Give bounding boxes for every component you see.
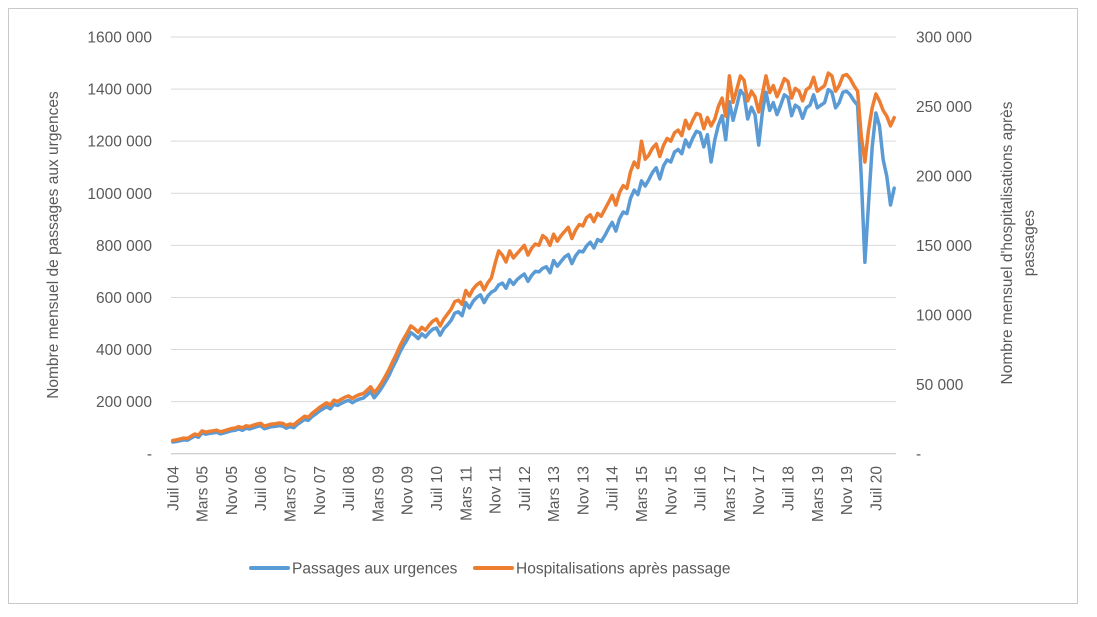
y-left-tick-label: 200 000 [96, 394, 152, 411]
y-right-tick-label: - [916, 446, 921, 463]
x-tick-label: Juil 12 [517, 466, 534, 511]
y-left-tick-label: 1400 000 [87, 82, 152, 99]
x-tick-label: Mars 07 [283, 466, 300, 522]
x-tick-label: Juil 14 [605, 466, 622, 511]
x-tick-label: Nov 19 [839, 466, 856, 515]
y-axis-left-ticks: - 200 000 400 000 600 000 800 000 1000 000 120… [87, 30, 152, 464]
y-left-tick-label: 1600 000 [87, 30, 152, 47]
x-tick-label: Mars 17 [722, 466, 739, 522]
x-tick-label: Juil 20 [868, 466, 885, 511]
x-tick-label: Juil 16 [693, 466, 710, 511]
x-tick-label: Nov 09 [400, 466, 417, 515]
series-passages-urgences-line [171, 87, 896, 444]
x-tick-label: Juil 06 [253, 466, 270, 511]
y-axis-left-title: Nombre mensuel de passages aux urgences [45, 91, 62, 399]
x-tick-label: Mars 05 [195, 466, 212, 522]
x-tick-label: Juil 04 [165, 466, 182, 511]
y-right-tick-label: 300 000 [916, 30, 972, 47]
y-axis-right-title-line1: Nombre mensuel d'hospitalisations après [999, 101, 1016, 384]
x-tick-label: Nov 07 [312, 466, 329, 515]
x-tick-label: Juil 18 [780, 466, 797, 511]
legend: Passages aux urgences Hospitalisations a… [249, 561, 731, 578]
x-tick-label: Juil 08 [341, 466, 358, 511]
gridlines [171, 36, 896, 403]
x-tick-label: Nov 13 [575, 466, 592, 515]
y-axis-right-title-line2: passages [1021, 210, 1038, 277]
y-left-tick-label: 1200 000 [87, 134, 152, 151]
x-tick-label: Nov 05 [224, 466, 241, 515]
x-tick-label: Mars 15 [634, 466, 651, 522]
legend-label-passages: Passages aux urgences [292, 561, 458, 578]
x-tick-label: Juil 10 [429, 466, 446, 511]
y-right-tick-label: 50 000 [916, 377, 964, 394]
y-left-tick-label: - [147, 446, 152, 463]
y-right-tick-label: 150 000 [916, 238, 972, 255]
x-tick-label: Nov 11 [488, 466, 505, 514]
y-axis-right-ticks: - 50 000 100 000 150 000 200 000 250 000 300 0… [916, 30, 972, 464]
x-tick-label: Mars 11 [458, 466, 475, 521]
legend-label-hospitalisations: Hospitalisations après passage [516, 561, 731, 578]
y-left-tick-label: 600 000 [96, 290, 152, 307]
y-left-tick-label: 800 000 [96, 238, 152, 255]
x-axis-ticks: Juil 04 Mars 05 Nov 05 Juil 06 Mars 07 Nov 07… [165, 466, 885, 522]
x-tick-label: Mars 19 [810, 466, 827, 522]
x-tick-label: Mars 09 [370, 466, 387, 522]
x-tick-label: Nov 15 [663, 466, 680, 515]
x-tick-label: Nov 17 [751, 466, 768, 515]
x-tick-label: Mars 13 [546, 466, 563, 522]
y-left-tick-label: 1000 000 [87, 186, 152, 203]
y-right-tick-label: 200 000 [916, 168, 972, 185]
series-hospitalisations-line [171, 71, 896, 443]
y-right-tick-label: 100 000 [916, 307, 972, 324]
y-right-tick-label: 250 000 [916, 99, 972, 116]
chart-border [8, 8, 1078, 604]
y-left-tick-label: 400 000 [96, 342, 152, 359]
